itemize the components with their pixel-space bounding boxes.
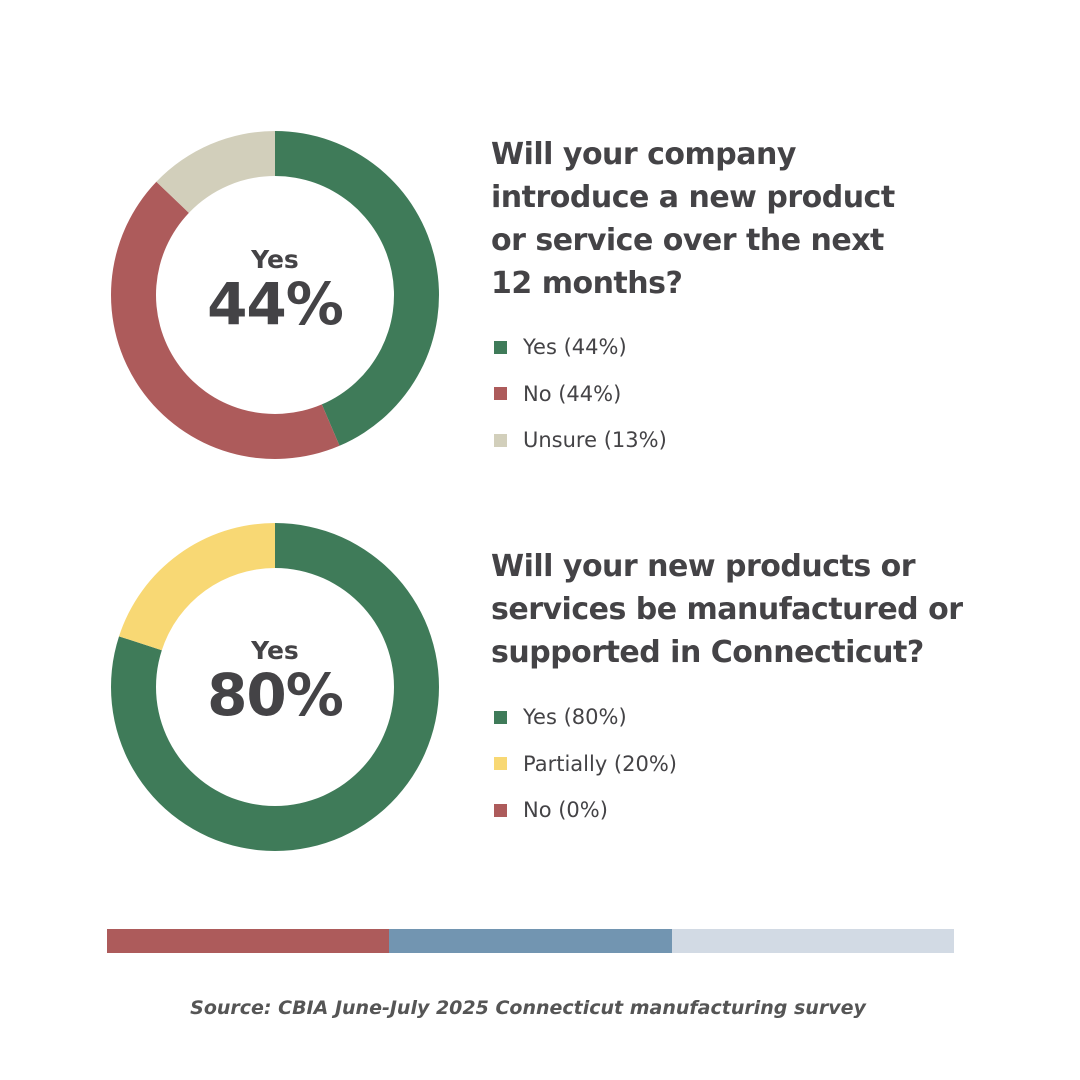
center-label: Yes [251, 245, 299, 274]
center-label: Yes [251, 636, 299, 665]
donut-center-2: Yes 80% [110, 636, 440, 726]
center-value: 44% [207, 270, 344, 338]
legend-label: Partially (20%) [523, 751, 677, 776]
legend-label: Yes (80%) [523, 705, 627, 730]
donut-chart-new-product [111, 131, 439, 459]
legend-swatch [494, 757, 507, 771]
bar-segment-light [671, 929, 954, 953]
legend-swatch [494, 340, 507, 354]
legend-item: Yes (80%) [494, 694, 677, 741]
legend-label: Unsure (13%) [523, 428, 667, 453]
legend-swatch [494, 387, 507, 401]
donut-chart-connecticut [110, 523, 439, 851]
bar-segment-red [107, 929, 390, 953]
donut-slice-unsure [156, 131, 275, 213]
legend-label: No (0%) [523, 798, 608, 823]
question-title-1: Will your company introduce a new produc… [491, 137, 895, 301]
legend-2: Yes (80%) Partially (20%) No (0%) [494, 694, 677, 834]
decorative-color-bar [107, 929, 954, 953]
source-note: Source: CBIA June-July 2025 Connecticut … [190, 997, 866, 1019]
legend-swatch [494, 710, 507, 724]
legend-item: No (44%) [494, 371, 667, 418]
legend-label: Yes (44%) [523, 335, 627, 360]
question-title-2: Will your new products or services be ma… [491, 549, 963, 670]
legend-label: No (44%) [523, 381, 622, 406]
donut-center-1: Yes 44% [110, 245, 440, 335]
legend-item: Partially (20%) [494, 741, 677, 788]
donut-slice-no [111, 181, 340, 459]
legend-item: No (0%) [494, 787, 677, 834]
donut-slice-yes [275, 131, 439, 446]
donut-slice-partially [119, 523, 275, 651]
legend-1: Yes (44%) No (44%) Unsure (13%) [494, 324, 667, 464]
center-value: 80% [207, 661, 344, 729]
legend-item: Unsure (13%) [494, 417, 667, 464]
legend-swatch [494, 433, 507, 447]
legend-swatch [494, 803, 507, 817]
legend-item: Yes (44%) [494, 324, 667, 371]
bar-segment-blue [389, 929, 672, 953]
